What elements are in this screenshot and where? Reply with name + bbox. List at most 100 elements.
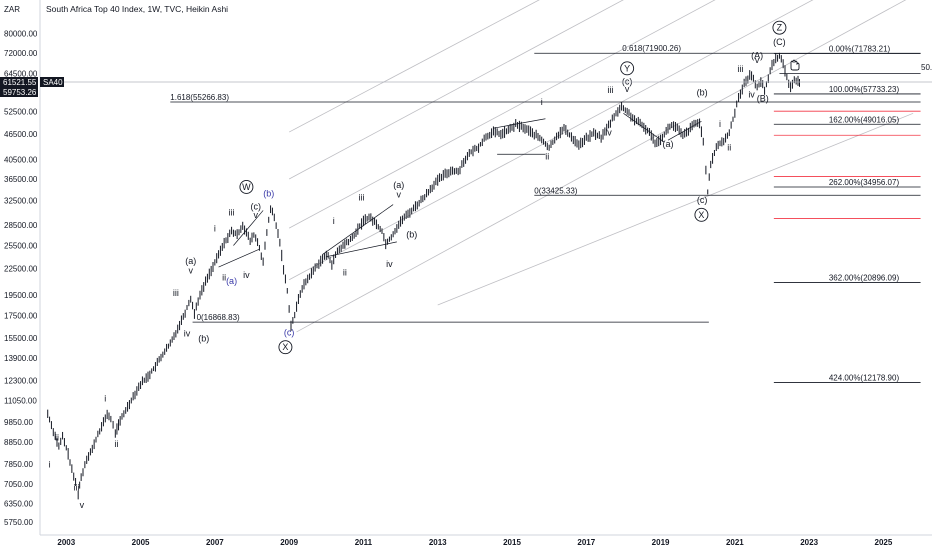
wave-label: v [396,190,401,200]
wave-label: iv [386,259,393,269]
channel-line [288,0,716,229]
y-tick-label: 22500.00 [4,265,38,274]
x-tick-label: 2019 [652,538,670,547]
x-tick-label: 2007 [206,538,224,547]
fib-levels: 0.618(71900.26) 1.618(55266.83) 0(33425.33… [170,44,921,383]
wave-label: (c) [697,195,708,205]
wave-label: i [214,223,216,233]
wave-label: iv [748,90,755,100]
fib-label: 1.618(55266.83) [170,93,229,102]
wave-label: iii [229,207,235,217]
y-tick-label: 13900.00 [4,354,38,363]
y-tick-label: 7850.00 [4,460,33,469]
wave-label: (a) [226,276,237,286]
circled-wave-label: X [282,342,288,352]
wave-label: iii [359,192,365,202]
wave-label: iii [737,64,743,74]
wave-label: i [49,460,51,470]
y-tick-label: 6350.00 [4,499,33,508]
secondary-price-value: 59753.26 [3,88,37,97]
y-tick-label: 25500.00 [4,241,38,250]
x-tick-label: 2023 [800,538,818,547]
x-tick-label: 2009 [280,538,298,547]
x-tick-label: 2017 [577,538,595,547]
wave-label: ii [55,433,59,443]
x-tick-label: 2005 [132,538,150,547]
y-tick-label: 40500.00 [4,156,38,165]
wave-label: iii [607,85,613,95]
circled-wave-marker [694,207,709,222]
y-tick-label: 8850.00 [4,438,33,447]
fib-label: 100.00%(57733.23) [829,85,900,94]
y-tick-label: 36500.00 [4,175,38,184]
x-tick-label: 2025 [875,538,893,547]
x-tick-label: 2003 [57,538,75,547]
wave-label: (c) [622,77,633,87]
wave-label: (b) [198,333,209,343]
wave-label: (A) [751,50,763,60]
circled-wave-label: Y [624,63,630,73]
y-tick-label: 72000.00 [4,49,38,58]
circled-wave-marker [239,180,254,194]
wave-label: v [755,55,760,65]
y-tick-label: 12300.00 [4,377,38,386]
wave-label: (b) [406,230,417,240]
fib-label: 262.00%(34956.07) [829,178,900,187]
symbol-value: SA40 [43,78,63,87]
y-tick-label: 28500.00 [4,221,38,230]
channel-line [437,112,914,306]
y-tick-label: 80000.00 [4,29,38,38]
wedge-line [233,210,264,246]
wave-label: v [80,500,85,510]
fib-label: 162.00%(49016.05) [829,115,900,124]
fib-label: 0(33425.33) [534,186,577,195]
wave-label: (C) [773,37,786,47]
current-price-value: 61521.55 [3,78,37,87]
wave-label: (b) [263,189,274,199]
wave-label: ii [222,273,226,283]
x-tick-label: 2011 [355,538,373,547]
wave-label: i [333,216,335,226]
wave-label: (a) [663,139,674,149]
trend-channel-lines [218,0,914,333]
wave-label: i [541,97,543,107]
channel-line [288,0,624,180]
current-price-tag: 61521.55 [0,77,38,87]
wave-label: iii [173,288,179,298]
fib-label: 0.00%(71783.21) [829,45,891,54]
channel-line [288,0,540,133]
symbol-tag: SA40 [40,77,64,87]
wave-label: v [625,84,630,94]
wave-label: iv [184,329,191,339]
x-tick-label: 2015 [503,538,521,547]
chart-title: South Africa Top 40 Index, 1W, TVC, Heik… [46,4,228,14]
fib-label: 0(16868.83) [197,313,240,322]
circled-wave-label: X [698,210,704,220]
wave-label: ii [114,439,118,449]
wave-label: v [253,210,258,220]
channel-line [296,0,907,333]
wedge-line [218,248,260,268]
y-tick-label: 11050.00 [4,397,37,406]
fib-label: 362.00%(20896.09) [829,273,900,282]
wave-label: i [104,393,106,403]
wave-label: (c) [250,201,261,211]
secondary-price-tag: 59753.26 [0,87,38,97]
wave-label: ii [343,267,347,277]
y-axis-ticks: 80000.0072000.0064500.0058000.0052500.00… [4,29,38,526]
wave-label: i [719,119,721,129]
y-tick-label: 64500.00 [4,69,38,78]
circled-wave-marker [278,340,293,355]
wave-label: (b) [697,87,708,97]
y-tick-label: 7050.00 [4,480,33,489]
wave-label: iv [243,270,250,280]
wedge-line [326,241,397,258]
wave-label: ii [727,142,731,152]
x-tick-label: 2021 [726,538,744,547]
wave-label: iii [74,483,80,493]
fib-label: 0.618(71900.26) [622,44,681,53]
y-tick-label: 9850.00 [4,418,33,427]
